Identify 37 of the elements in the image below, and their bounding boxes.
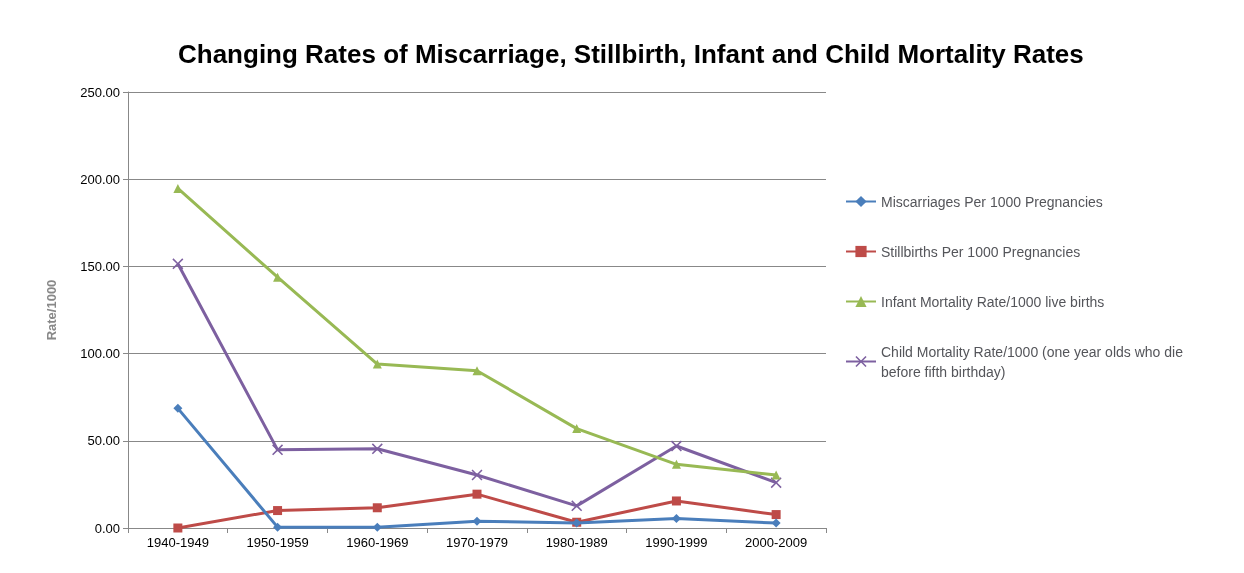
point <box>273 506 283 516</box>
point <box>272 444 284 456</box>
legend-label: Infant Mortality Rate/1000 live births <box>881 293 1105 310</box>
point <box>670 440 682 452</box>
y-tick-label: 150.00 <box>80 258 120 274</box>
point <box>671 496 681 506</box>
y-tick-label: 0.00 <box>94 520 120 536</box>
y-tick-label: 100.00 <box>80 346 120 362</box>
point <box>771 510 781 520</box>
y-tick-label: 200.00 <box>80 171 120 187</box>
point <box>372 503 382 513</box>
point <box>571 500 583 512</box>
x-tick-label: 2000-2009 <box>745 535 808 550</box>
x-tick-label: 1990-1999 <box>645 535 708 550</box>
point <box>371 443 383 455</box>
legend-label: Miscarriages Per 1000 Pregnancies <box>881 193 1103 210</box>
legend-label: Child Mortality Rate/1000 (one year olds who die before fifth birthday) <box>881 343 1187 380</box>
point <box>173 523 183 533</box>
x-tick-label: 1950-1959 <box>246 535 309 550</box>
point <box>771 518 781 528</box>
point <box>372 359 382 369</box>
point <box>173 403 183 413</box>
chart-title: Changing Rates of Miscarriage, Stillbirth, Infant and Child Mortality Rates <box>178 39 1084 69</box>
x-tick-label: 1980-1989 <box>545 535 608 550</box>
y-tick-label: 50.00 <box>87 433 120 449</box>
point <box>472 489 482 499</box>
point <box>572 424 582 434</box>
y-axis-title: Rate/1000 <box>44 279 59 341</box>
point <box>671 459 681 469</box>
x-tick-label: 1970-1979 <box>445 535 509 550</box>
point <box>172 258 184 270</box>
x-tick-label: 1940-1949 <box>146 535 209 550</box>
point <box>471 469 483 481</box>
legend-label: Stillbirths Per 1000 Pregnancies <box>881 243 1081 260</box>
y-tick-label: 250.00 <box>80 84 120 100</box>
point <box>472 366 482 376</box>
x-tick-label: 1960-1969 <box>346 535 409 550</box>
